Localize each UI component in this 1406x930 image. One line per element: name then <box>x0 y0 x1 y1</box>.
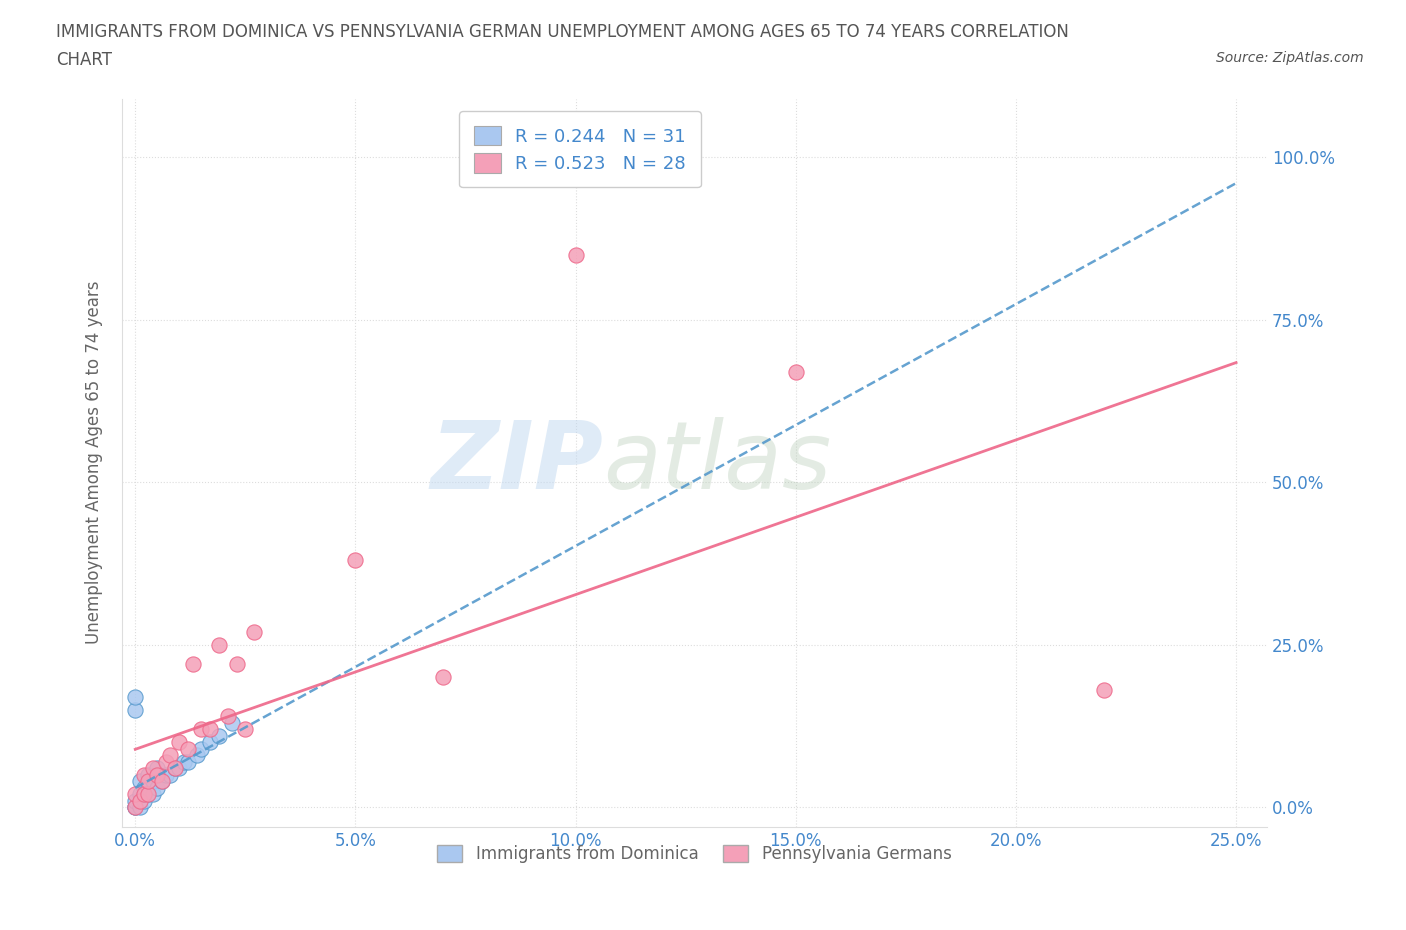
Point <box>177 741 200 756</box>
Point <box>132 767 155 782</box>
Point <box>142 774 165 789</box>
Point <box>225 657 247 671</box>
Point <box>181 657 204 671</box>
Point <box>146 780 169 795</box>
Text: IMMIGRANTS FROM DOMINICA VS PENNSYLVANIA GERMAN UNEMPLOYMENT AMONG AGES 65 TO 74: IMMIGRANTS FROM DOMINICA VS PENNSYLVANIA… <box>56 23 1069 41</box>
Point <box>124 787 146 802</box>
Point <box>150 774 173 789</box>
Point <box>1092 683 1115 698</box>
Point <box>163 761 186 776</box>
Text: atlas: atlas <box>603 418 831 508</box>
Point <box>150 774 173 789</box>
Point <box>132 793 155 808</box>
Point <box>217 709 239 724</box>
Point <box>128 793 150 808</box>
Point <box>564 247 586 262</box>
Point <box>138 787 160 802</box>
Point <box>169 761 191 776</box>
Point <box>124 800 146 815</box>
Point <box>124 800 146 815</box>
Point <box>432 670 454 684</box>
Point <box>233 722 256 737</box>
Point <box>128 793 150 808</box>
Point <box>142 761 165 776</box>
Point <box>124 800 146 815</box>
Point <box>128 787 150 802</box>
Point <box>190 722 212 737</box>
Point <box>198 735 221 750</box>
Point <box>198 722 221 737</box>
Point <box>138 787 160 802</box>
Point <box>186 748 208 763</box>
Point <box>142 787 165 802</box>
Point <box>132 787 155 802</box>
Point <box>785 365 807 379</box>
Point <box>155 767 177 782</box>
Point <box>146 767 169 782</box>
Point <box>177 754 200 769</box>
Point <box>243 624 266 639</box>
Point <box>138 774 160 789</box>
Point <box>159 767 181 782</box>
Point <box>138 780 160 795</box>
Point <box>344 552 367 567</box>
Point <box>128 800 150 815</box>
Y-axis label: Unemployment Among Ages 65 to 74 years: Unemployment Among Ages 65 to 74 years <box>86 281 103 644</box>
Text: CHART: CHART <box>56 51 112 69</box>
Point <box>132 787 155 802</box>
Text: Source: ZipAtlas.com: Source: ZipAtlas.com <box>1216 51 1364 65</box>
Point <box>169 735 191 750</box>
Point <box>128 774 150 789</box>
Point <box>190 741 212 756</box>
Point <box>208 637 231 652</box>
Point <box>208 728 231 743</box>
Point <box>163 761 186 776</box>
Point <box>124 793 146 808</box>
Point <box>155 754 177 769</box>
Point <box>146 761 169 776</box>
Point <box>221 715 243 730</box>
Point <box>138 767 160 782</box>
Text: ZIP: ZIP <box>430 417 603 509</box>
Point <box>159 748 181 763</box>
Point <box>173 754 195 769</box>
Legend: Immigrants from Dominica, Pennsylvania Germans: Immigrants from Dominica, Pennsylvania G… <box>430 838 959 870</box>
Point <box>124 689 146 704</box>
Point <box>124 702 146 717</box>
Point <box>132 780 155 795</box>
